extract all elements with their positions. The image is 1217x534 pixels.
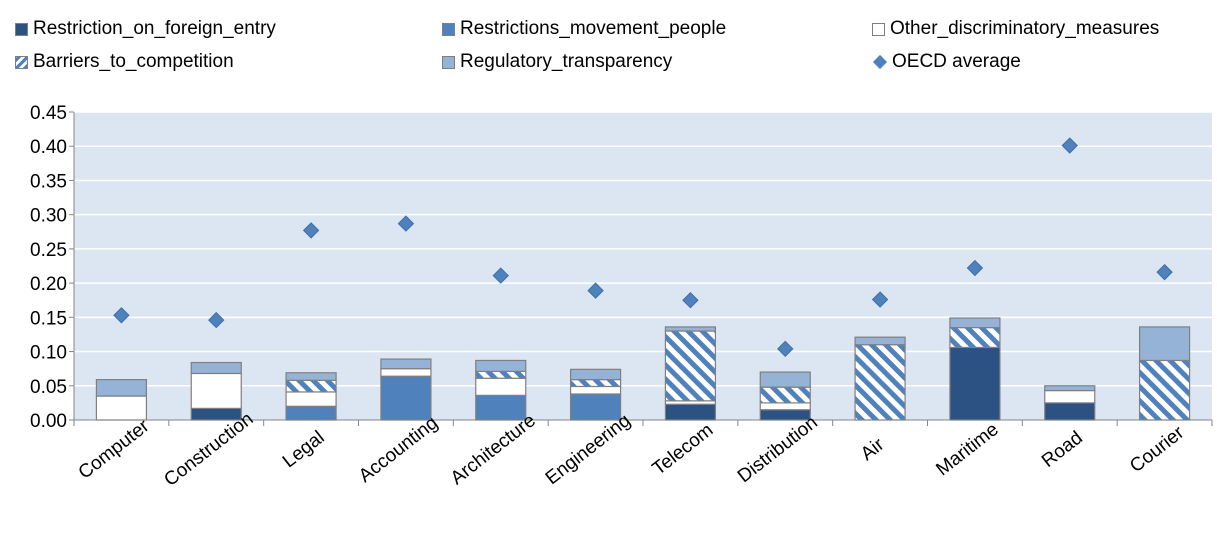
legend-swatch <box>15 22 28 36</box>
bar-segment-regulatory_transparency <box>190 361 242 375</box>
bar-segment-restrictions_movement_people <box>285 405 337 421</box>
oecd-average-marker <box>871 291 889 308</box>
x-tick-label: Courier <box>1126 422 1189 477</box>
bar-segment-regulatory_transparency <box>95 379 148 397</box>
legend-item: OECD average <box>872 51 1021 73</box>
bar-segment-barriers_to_competition <box>759 386 811 404</box>
x-tick-label: Computer <box>75 415 154 483</box>
bar-segment-restrictions_movement_people <box>569 393 622 421</box>
bar-segment-other_discriminatory_measures <box>475 377 527 396</box>
bar-segment-regulatory_transparency <box>569 368 622 381</box>
bar-segment-other_discriminatory_measures <box>569 385 622 395</box>
legend-label: Regulatory_transparency <box>460 51 673 72</box>
bar-segment-regulatory_transparency <box>854 336 906 346</box>
bar-segment-other_discriminatory_measures <box>1044 389 1096 404</box>
x-tick-label: Air <box>857 434 889 465</box>
x-tick-label: Accounting <box>355 412 442 486</box>
x-tick-label: Legal <box>279 427 329 472</box>
y-tick-label: 0.25 <box>30 240 67 261</box>
oecd-average-marker <box>1061 137 1078 154</box>
bar-segment-restrictions_movement_people <box>475 394 527 421</box>
x-tick-label: Maritime <box>932 419 1002 480</box>
x-tick-label: Engineering <box>542 410 635 489</box>
oecd-average-marker <box>777 340 794 358</box>
legend-item: Restrictions_movement_people <box>442 18 726 40</box>
y-tick-label: 0.00 <box>30 411 67 432</box>
oecd-average-marker <box>966 259 984 277</box>
oecd-average-marker <box>302 222 320 239</box>
bar-segment-regulatory_transparency <box>1138 326 1191 362</box>
legend-swatch <box>15 55 28 69</box>
bar-segment-restriction_on_foreign_entry <box>664 403 717 421</box>
bar-segment-barriers_to_competition <box>949 327 1001 349</box>
oecd-average-marker <box>587 282 604 299</box>
legend-label: Barriers_to_competition <box>33 51 234 72</box>
legend-label: Restrictions_movement_people <box>460 18 727 39</box>
x-tick-label: Road <box>1038 427 1087 472</box>
bar-segment-restrictions_movement_people <box>380 375 432 421</box>
x-tick-label: Distribution <box>734 412 822 487</box>
y-tick-label: 0.20 <box>30 274 67 295</box>
x-tick-label: Telecom <box>649 420 718 480</box>
legend-swatch <box>442 22 455 36</box>
bar-segment-regulatory_transparency <box>664 326 717 332</box>
bar-segment-restriction_on_foreign_entry <box>1044 402 1096 421</box>
y-tick-label: 0.45 <box>30 103 67 124</box>
x-tick-label: Construction <box>160 409 257 491</box>
legend-swatch <box>442 55 455 69</box>
oecd-average-marker <box>208 311 225 329</box>
bar-segment-regulatory_transparency <box>759 371 811 388</box>
legend-label: Other_discriminatory_measures <box>890 18 1160 39</box>
legend-item: Regulatory_transparency <box>442 51 672 73</box>
oecd-average-marker <box>492 267 509 284</box>
bar-segment-barriers_to_competition <box>664 330 717 402</box>
y-tick-label: 0.30 <box>30 206 67 227</box>
bar-segment-barriers_to_competition <box>854 344 906 421</box>
bar-segment-regulatory_transparency <box>285 372 337 381</box>
legend-label: Restriction_on_foreign_entry <box>33 18 276 39</box>
bar-segment-barriers_to_competition <box>1138 359 1191 421</box>
bar-segment-barriers_to_competition <box>475 370 527 379</box>
bar-segment-regulatory_transparency <box>380 358 432 370</box>
legend-item: Other_discriminatory_measures <box>872 18 1159 40</box>
bar-segment-other_discriminatory_measures <box>190 372 242 409</box>
plot-area <box>74 112 1212 420</box>
bar-segment-barriers_to_competition <box>569 379 622 388</box>
legend-label: OECD average <box>892 51 1021 72</box>
bar-segment-other_discriminatory_measures <box>380 368 432 377</box>
bar-segment-restriction_on_foreign_entry <box>949 346 1001 421</box>
x-tick-label: Architecture <box>447 410 540 489</box>
y-tick-label: 0.10 <box>30 343 67 364</box>
oecd-average-marker <box>682 292 699 309</box>
y-tick-label: 0.35 <box>30 171 67 192</box>
bar-segment-regulatory_transparency <box>949 317 1001 329</box>
bar-segment-regulatory_transparency <box>1044 385 1096 392</box>
bar-segment-barriers_to_competition <box>285 379 337 393</box>
oecd-average-marker <box>1156 263 1173 281</box>
y-tick-label: 0.40 <box>30 137 67 158</box>
bar-segment-regulatory_transparency <box>475 359 527 373</box>
y-tick-label: 0.05 <box>30 377 67 398</box>
bar-segment-other_discriminatory_measures <box>285 391 337 407</box>
legend-item: Barriers_to_competition <box>15 51 234 73</box>
legend-item: Restriction_on_foreign_entry <box>15 18 276 40</box>
oecd-average-marker <box>113 307 130 324</box>
bar-segment-other_discriminatory_measures <box>759 402 811 411</box>
oecd-average-marker <box>397 215 415 232</box>
legend-swatch <box>872 22 885 36</box>
y-tick-label: 0.15 <box>30 308 67 329</box>
